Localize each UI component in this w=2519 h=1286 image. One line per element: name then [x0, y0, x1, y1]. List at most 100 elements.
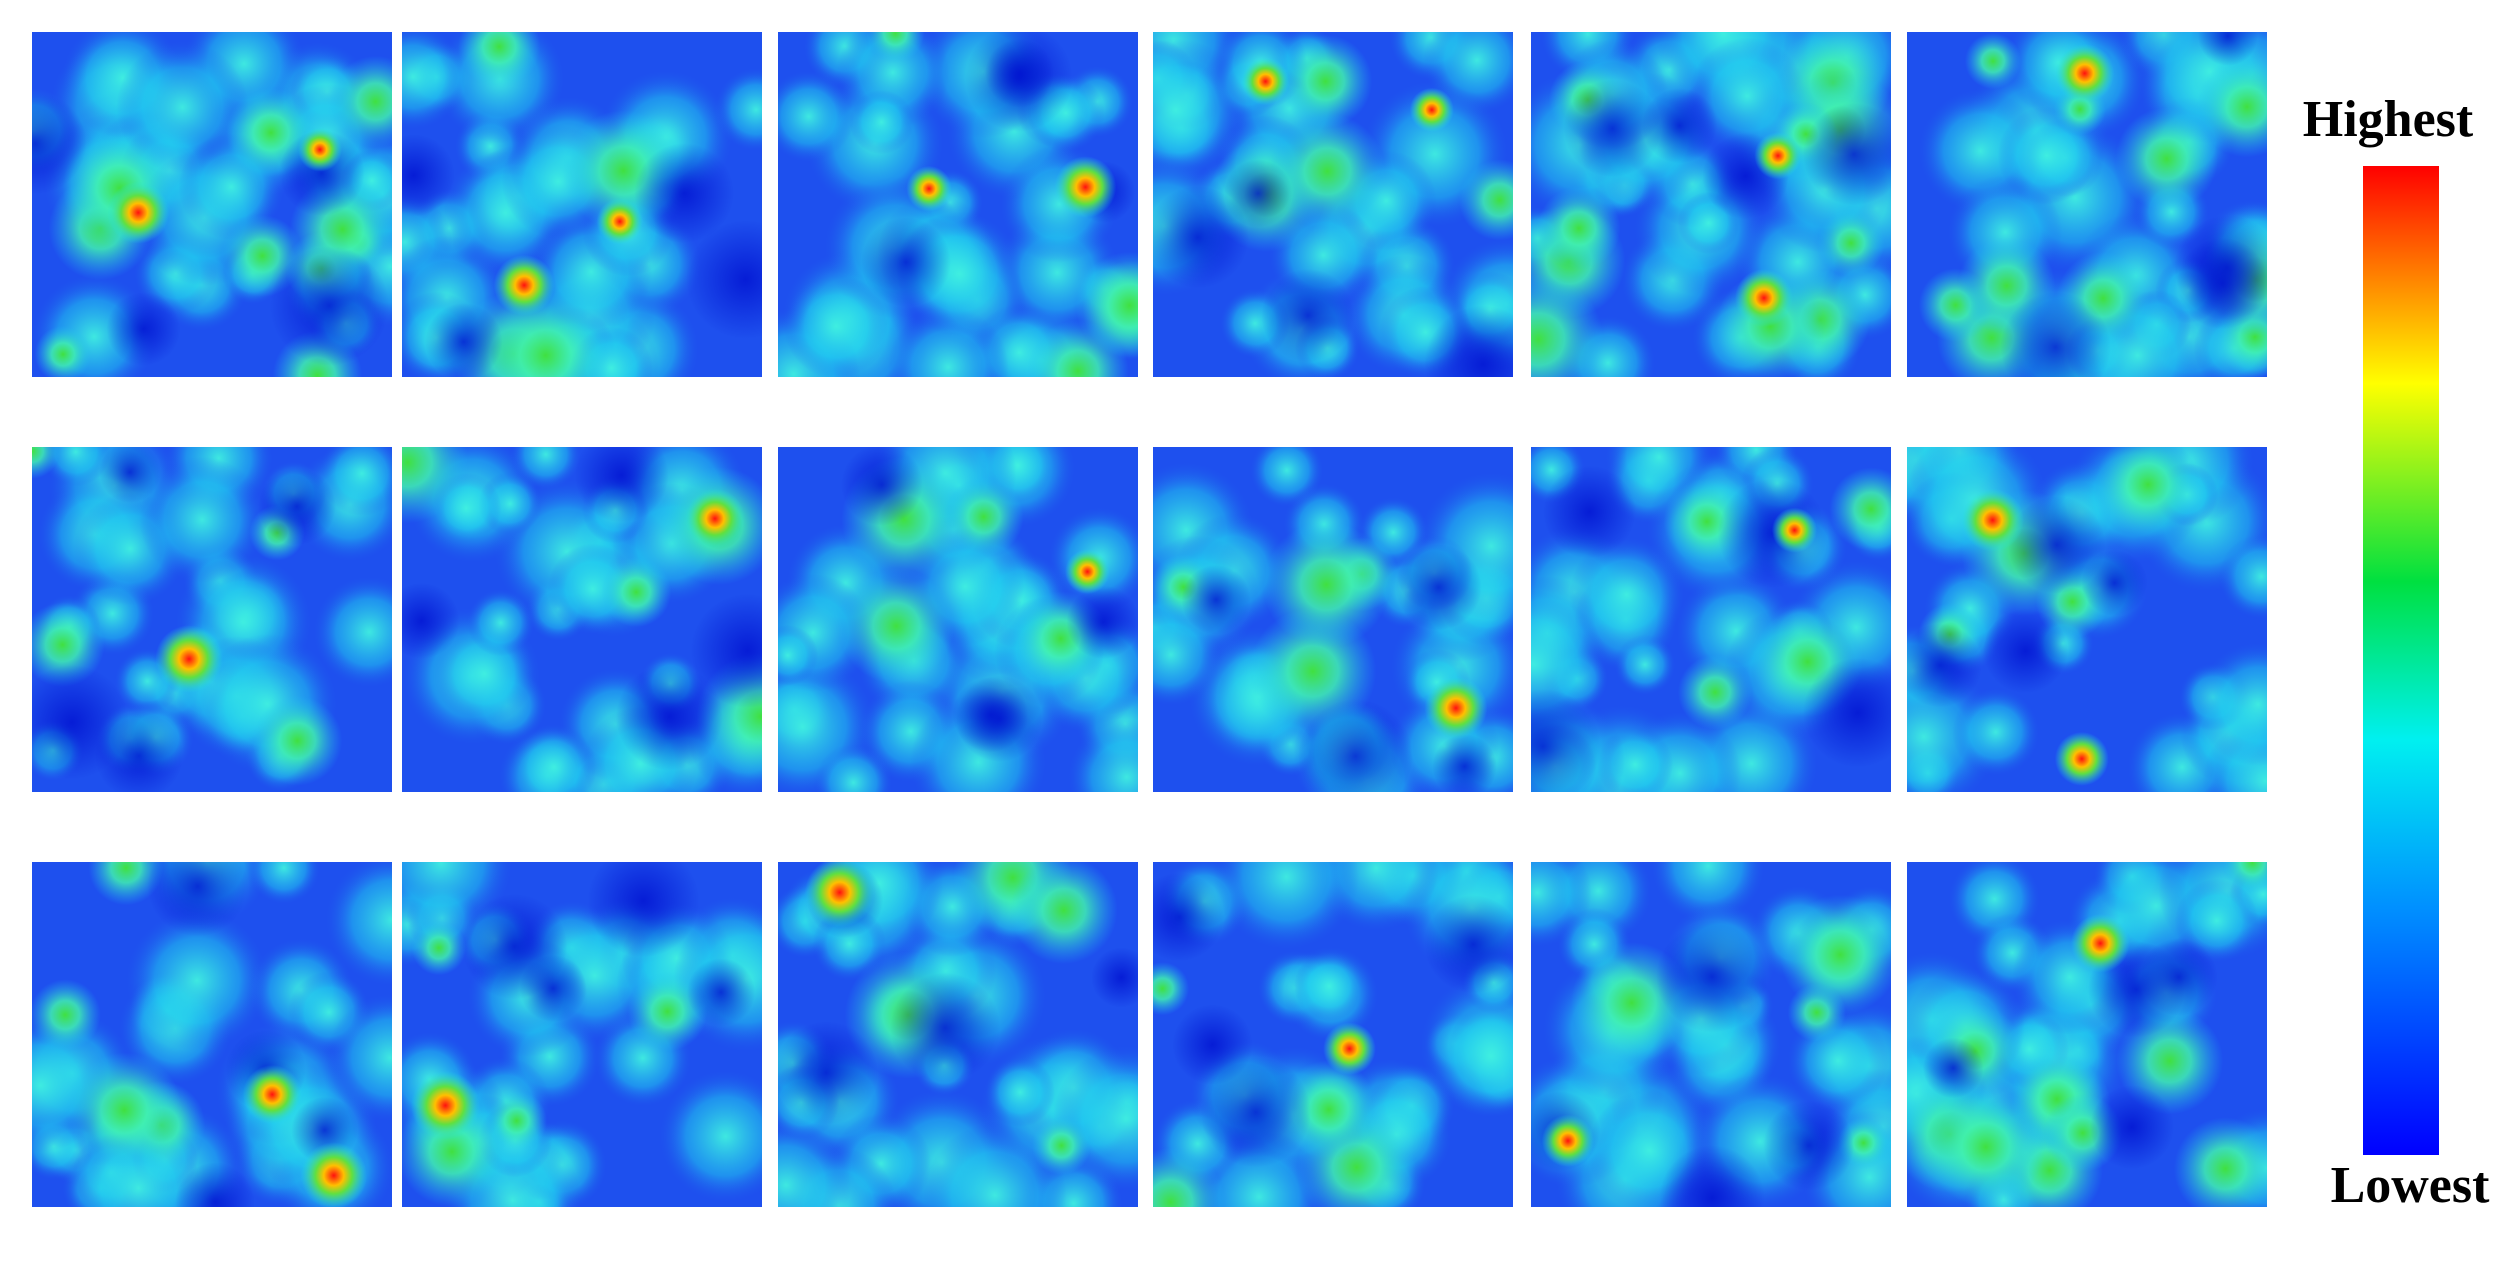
- heatmap-panel: Y: [778, 32, 1138, 377]
- hot-spot: [155, 625, 223, 693]
- blob: [319, 447, 392, 516]
- blob: [325, 862, 392, 986]
- blob: [783, 274, 889, 377]
- blob: [402, 134, 455, 217]
- blob: [34, 325, 92, 377]
- blob: [252, 695, 343, 786]
- blob: [1153, 962, 1190, 1016]
- blob: [778, 1020, 879, 1125]
- hot-spot: [242, 1064, 302, 1124]
- heatmap-panel: V: [402, 32, 762, 377]
- blob: [326, 994, 392, 1122]
- blob: [1395, 544, 1482, 631]
- blob: [1537, 186, 1621, 271]
- blob: [1964, 32, 2022, 90]
- panel-label: Tm: [1290, 1236, 1377, 1286]
- heatmap-panel: Tm: [1153, 862, 1513, 1286]
- blob: [1200, 1056, 1312, 1168]
- hot-spot: [1734, 268, 1793, 327]
- blob: [1430, 996, 1513, 1117]
- heatmap-panel: Gd: [1531, 447, 1891, 792]
- blob: [952, 677, 1029, 753]
- blob: [402, 447, 469, 524]
- blob: [2219, 534, 2267, 619]
- blob: [257, 467, 336, 546]
- blob: [659, 1070, 762, 1203]
- blob: [461, 893, 568, 1000]
- blob: [574, 447, 669, 523]
- hot-spot: [2054, 731, 2109, 786]
- blob: [32, 447, 60, 479]
- hot-spot: [1754, 132, 1802, 180]
- blob: [615, 663, 723, 771]
- hot-spot: [300, 1142, 368, 1207]
- hot-spot: [1541, 1114, 1595, 1168]
- blob: [2000, 291, 2111, 377]
- blob: [411, 920, 467, 976]
- blob: [510, 447, 581, 490]
- blob: [402, 32, 466, 129]
- blob: [424, 303, 503, 377]
- blob: [686, 958, 756, 1027]
- blob: [2222, 862, 2267, 893]
- blob: [849, 89, 914, 155]
- colorbar-bottom-label: Lowest: [2331, 1157, 2491, 1214]
- blob: [1091, 947, 1138, 1008]
- blob: [838, 568, 955, 685]
- hot-spot: [2070, 913, 2130, 973]
- blob: [690, 593, 762, 708]
- heatmap-panel: Tb: [1907, 447, 2267, 792]
- blob: [1802, 657, 1891, 768]
- blob: [1922, 1037, 1984, 1099]
- heatmap-panel: Sc: [32, 32, 392, 377]
- blob: [1153, 186, 1250, 289]
- heatmap-panel: La: [1153, 32, 1513, 377]
- blob: [1278, 34, 1373, 129]
- blob: [634, 143, 735, 244]
- blob: [32, 602, 105, 687]
- blob: [329, 55, 392, 148]
- blob: [99, 447, 161, 503]
- blob: [1459, 159, 1513, 241]
- blob: [1031, 1116, 1092, 1176]
- blob: [1763, 1100, 1855, 1191]
- blob: [1907, 623, 1983, 708]
- blob: [1262, 521, 1390, 649]
- blob: [32, 979, 101, 1051]
- blob: [1983, 608, 2068, 694]
- panel-label: Er: [926, 1236, 990, 1286]
- blob: [840, 447, 923, 526]
- blob: [2174, 214, 2267, 321]
- hot-spot: [1424, 676, 1488, 740]
- panel-label: Yb: [1674, 1236, 1748, 1286]
- blob: [511, 724, 597, 792]
- blob: [985, 38, 1055, 108]
- blob: [147, 862, 249, 937]
- blob: [2089, 1084, 2175, 1170]
- blob: [1010, 862, 1118, 964]
- hot-spot: [2055, 43, 2115, 103]
- hot-spot: [1961, 488, 2025, 552]
- hot-spot: [1065, 549, 1110, 595]
- blob: [1213, 862, 1360, 950]
- blob: [1153, 1147, 1225, 1207]
- blob: [1224, 159, 1293, 228]
- panel-label: Ho: [545, 1236, 619, 1286]
- blob: [1563, 79, 1662, 178]
- blob: [2173, 1117, 2267, 1207]
- hot-spot: [596, 198, 643, 245]
- panel-label: Lu: [2052, 1236, 2123, 1286]
- blob: [1261, 268, 1355, 363]
- blob: [1542, 465, 1636, 559]
- blob: [1153, 872, 1225, 962]
- hot-spot: [1323, 1022, 1376, 1076]
- heatmap-panel: Sm: [778, 447, 1138, 792]
- blob: [1068, 718, 1138, 792]
- heatmap-panel: Ho: [402, 862, 762, 1286]
- blob: [587, 862, 700, 958]
- blob: [1027, 320, 1129, 377]
- hot-spot: [297, 127, 343, 172]
- blob: [1531, 274, 1604, 377]
- hot-spot: [1241, 57, 1290, 106]
